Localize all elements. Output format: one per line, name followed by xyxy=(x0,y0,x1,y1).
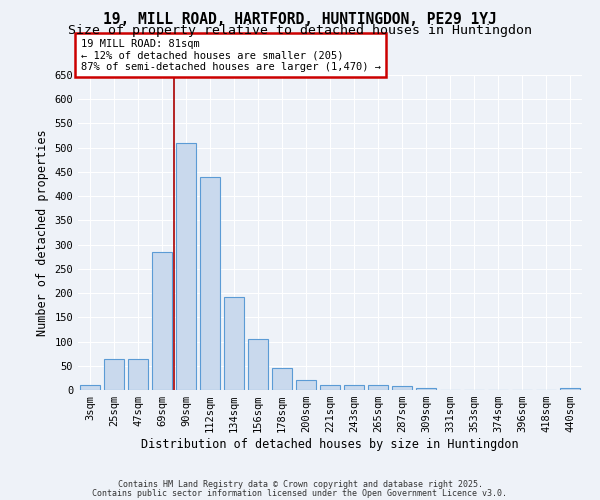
Bar xyxy=(200,177,220,390)
Y-axis label: Number of detached properties: Number of detached properties xyxy=(36,129,49,336)
Bar xyxy=(272,368,292,390)
Bar xyxy=(80,385,100,390)
Bar xyxy=(344,385,364,390)
Bar xyxy=(152,252,172,390)
Bar xyxy=(296,380,316,390)
Bar xyxy=(128,358,148,390)
Bar xyxy=(392,386,412,390)
Bar xyxy=(368,385,388,390)
Bar xyxy=(224,297,244,390)
Bar xyxy=(104,358,124,390)
Bar xyxy=(320,385,340,390)
X-axis label: Distribution of detached houses by size in Huntingdon: Distribution of detached houses by size … xyxy=(141,438,519,451)
Bar xyxy=(248,339,268,390)
Bar xyxy=(560,388,580,390)
Text: Contains HM Land Registry data © Crown copyright and database right 2025.: Contains HM Land Registry data © Crown c… xyxy=(118,480,482,489)
Text: Contains public sector information licensed under the Open Government Licence v3: Contains public sector information licen… xyxy=(92,488,508,498)
Bar xyxy=(416,388,436,390)
Text: Size of property relative to detached houses in Huntingdon: Size of property relative to detached ho… xyxy=(68,24,532,37)
Text: 19, MILL ROAD, HARTFORD, HUNTINGDON, PE29 1YJ: 19, MILL ROAD, HARTFORD, HUNTINGDON, PE2… xyxy=(103,12,497,28)
Text: 19 MILL ROAD: 81sqm
← 12% of detached houses are smaller (205)
87% of semi-detac: 19 MILL ROAD: 81sqm ← 12% of detached ho… xyxy=(80,38,380,72)
Bar xyxy=(176,143,196,390)
